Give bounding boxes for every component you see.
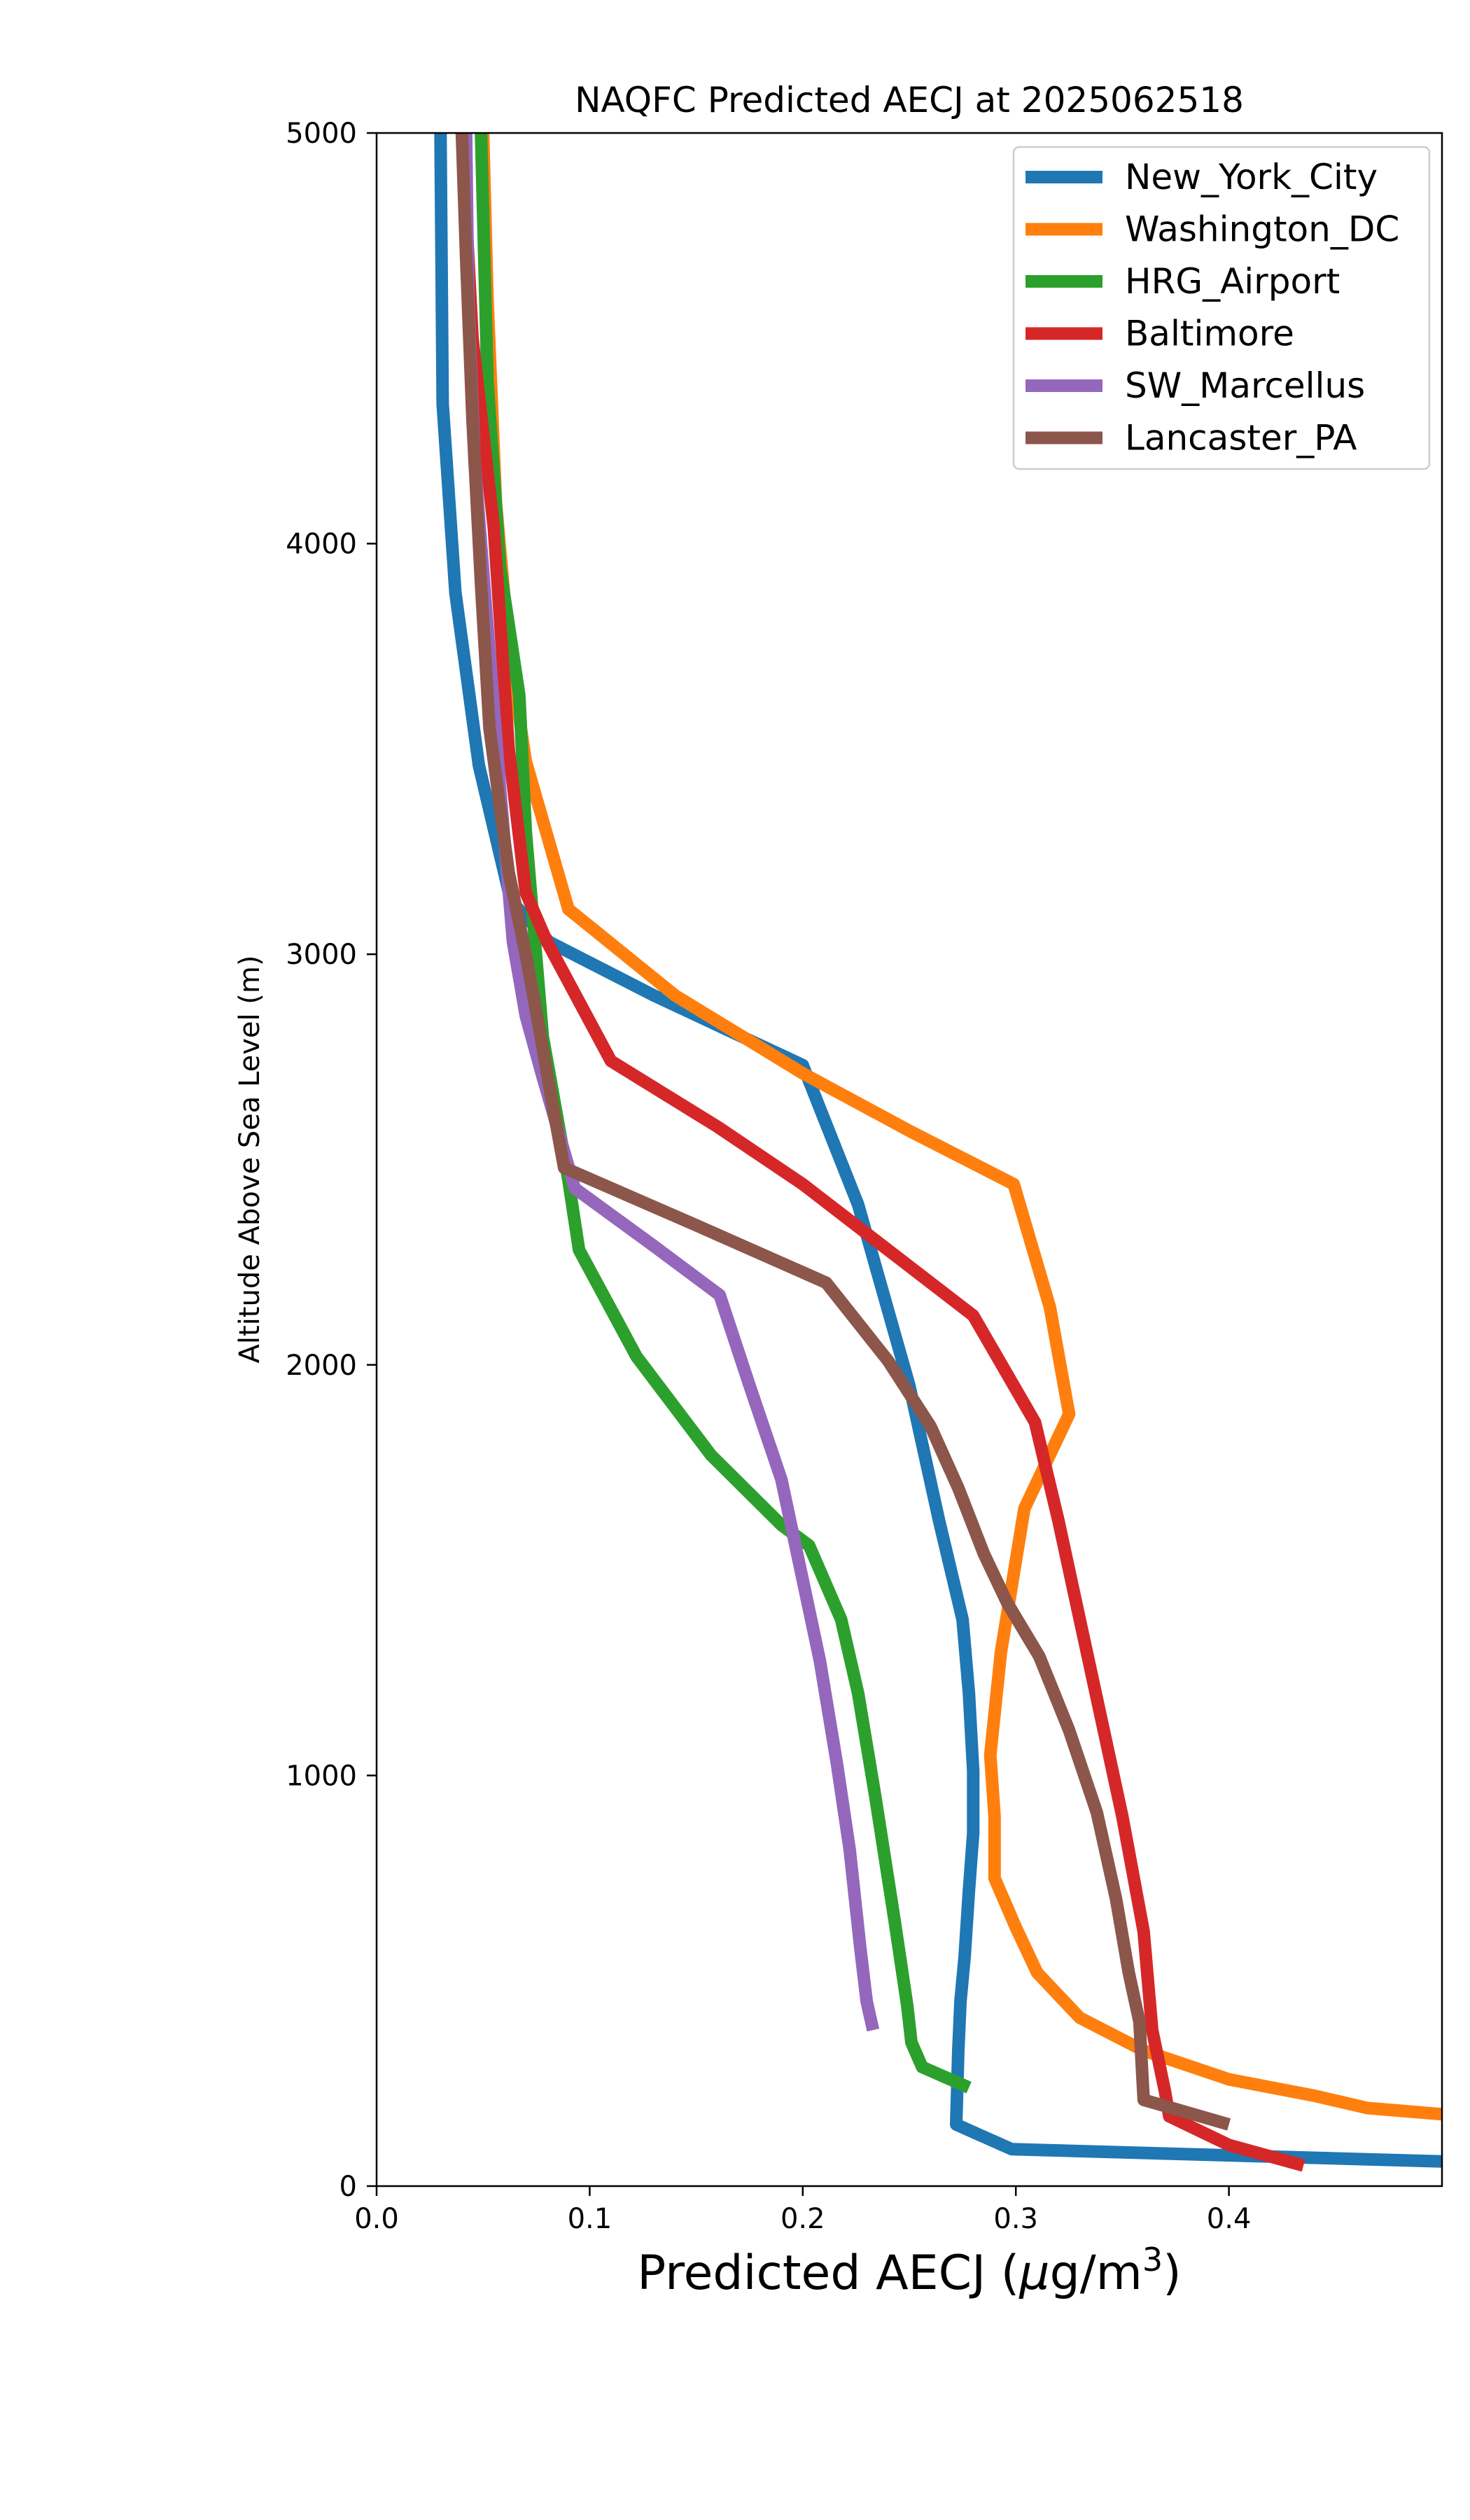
y-tick-label: 1000	[286, 1760, 357, 1792]
plot-area	[377, 133, 1442, 2186]
legend: New_York_City Washington_DC HRG_Airport Bal…	[1012, 146, 1431, 470]
series-line-hrg-airport	[475, 133, 972, 2094]
legend-label-lancaster-pa: Lancaster_PA	[1125, 418, 1357, 458]
y-tick-label: 5000	[286, 118, 357, 150]
x-axis-label-unit: g/m	[1050, 2246, 1142, 2301]
x-axis-label-main: Predicted AECJ (	[637, 2246, 1019, 2301]
legend-label-baltimore: Baltimore	[1125, 314, 1294, 354]
x-axis-label-sup: 3	[1142, 2241, 1163, 2278]
series-layer	[434, 133, 1442, 2172]
series-line-baltimore	[455, 133, 1306, 2172]
x-tick-label: 0.3	[993, 2203, 1038, 2235]
legend-label-washington-dc: Washington_DC	[1125, 209, 1399, 250]
y-tick-label: 0	[340, 2171, 357, 2203]
x-axis-label: Predicted AECJ (μg/m3)	[637, 2241, 1181, 2301]
x-tick-label: 0.0	[354, 2203, 399, 2235]
legend-label-new-york-city: New_York_City	[1125, 157, 1378, 197]
legend-label-sw-marcellus: SW_Marcellus	[1125, 365, 1365, 406]
series-line-lancaster-pa	[455, 133, 1231, 2131]
x-tick-label: 0.2	[780, 2203, 825, 2235]
legend-label-hrg-airport: HRG_Airport	[1125, 261, 1340, 302]
x-axis: 0.0 0.1 0.2 0.3 0.4	[354, 2186, 1251, 2235]
y-tick-label: 2000	[286, 1350, 357, 1382]
y-axis-label: Altitude Above Sea Level (m)	[234, 955, 266, 1364]
chart-title: NAQFC Predicted AECJ at 2025062518	[575, 80, 1244, 120]
x-tick-label: 0.4	[1207, 2203, 1252, 2235]
x-tick-label: 0.1	[568, 2203, 612, 2235]
y-tick-label: 3000	[286, 939, 357, 971]
y-axis: 0 1000 2000 3000 4000 5000	[286, 118, 377, 2203]
legend-box	[1012, 146, 1431, 470]
series-line-new-york-city	[434, 133, 1442, 2168]
x-axis-label-close: )	[1163, 2246, 1182, 2301]
y-tick-label: 4000	[286, 528, 357, 561]
legend-items: New_York_City Washington_DC HRG_Airport Bal…	[1026, 157, 1399, 458]
x-axis-label-mu: μ	[1018, 2246, 1049, 2301]
plot-frame	[375, 132, 1443, 2188]
